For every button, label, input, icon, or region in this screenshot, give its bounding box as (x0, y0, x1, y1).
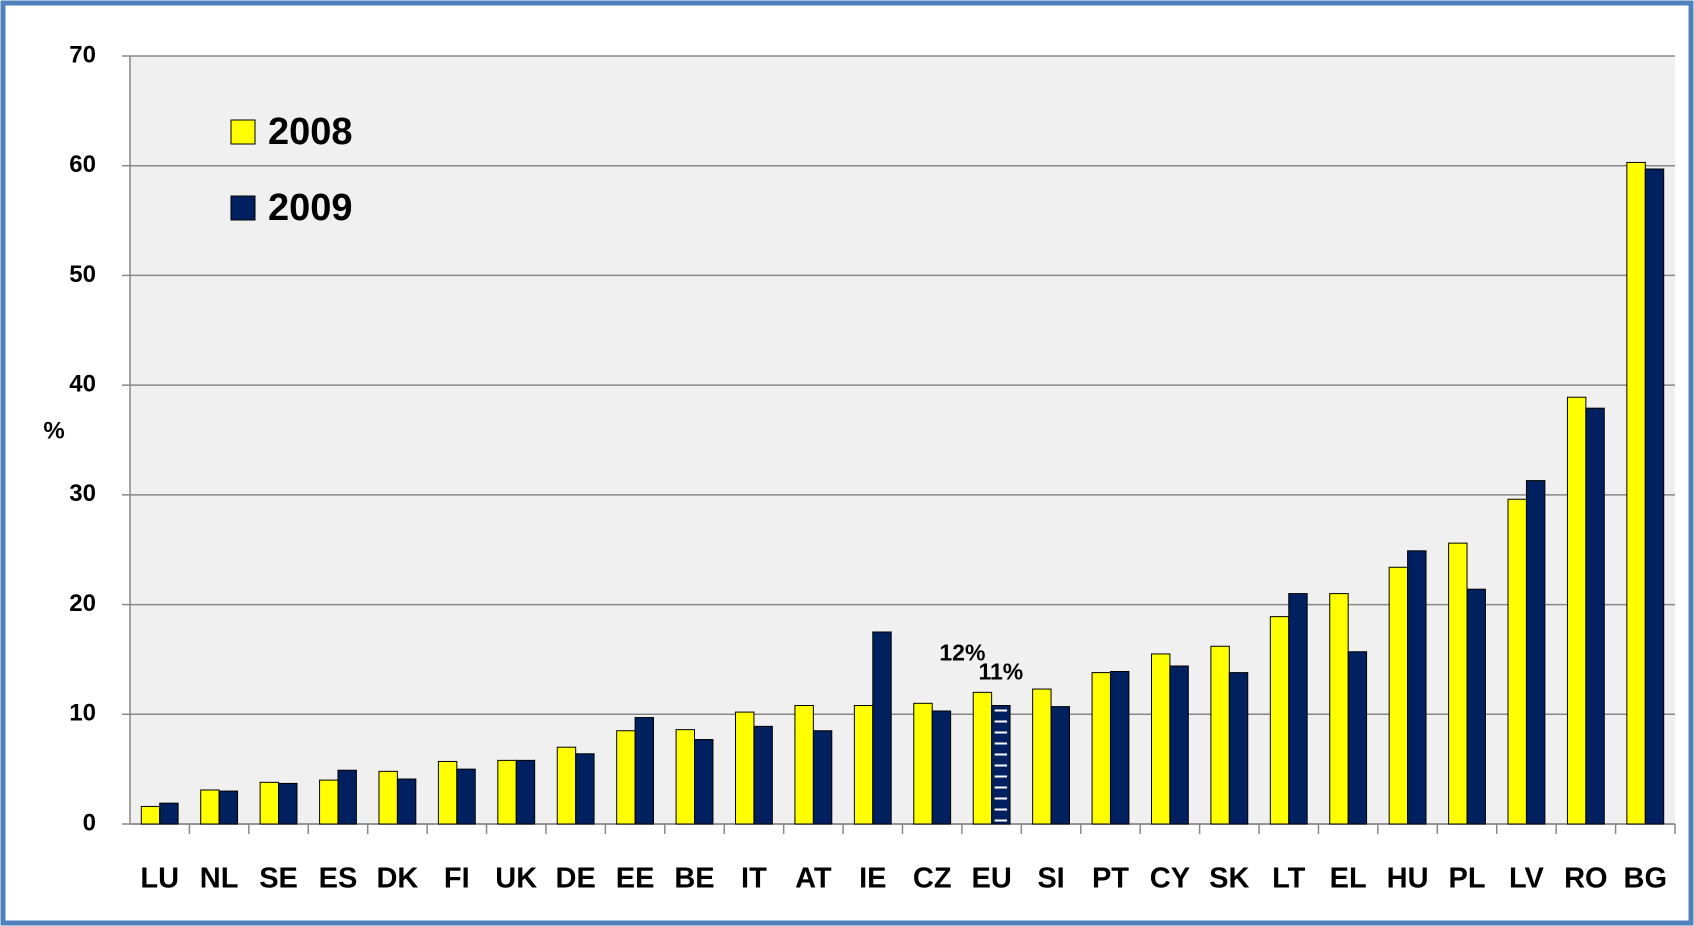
value-label: 11% (978, 659, 1023, 685)
x-tick-label: DK (376, 863, 418, 895)
x-tick-label: AT (795, 863, 832, 895)
bar (556, 746, 577, 825)
x-tick-label: CZ (913, 863, 952, 895)
bar (1169, 665, 1189, 825)
bar (437, 760, 458, 825)
bar (200, 789, 220, 825)
x-tick-label: IT (741, 863, 767, 895)
bar (1448, 542, 1468, 825)
x-tick-label: BE (674, 863, 714, 895)
x-tick-label: FI (444, 863, 470, 895)
x-tick-label: NL (200, 863, 239, 895)
bar (634, 717, 655, 825)
x-tick-label: LV (1509, 863, 1545, 895)
bar (1288, 593, 1308, 825)
x-tick-label: EU (971, 863, 1011, 895)
x-tick-label: SI (1037, 863, 1064, 895)
y-tick-label: 20 (69, 590, 96, 617)
y-tick-label: 10 (69, 700, 96, 727)
bar (735, 711, 755, 825)
bar (515, 759, 536, 825)
bar (396, 778, 417, 825)
bar (1626, 161, 1646, 825)
bar (1032, 688, 1052, 825)
bar (1347, 651, 1368, 825)
x-tick-label: LU (140, 863, 179, 895)
x-tick-label: PT (1092, 863, 1129, 895)
bar (337, 769, 357, 825)
x-tick-label: HU (1387, 863, 1429, 895)
bar (1525, 480, 1546, 825)
bar (378, 770, 398, 825)
plot-area (130, 56, 1675, 824)
bar (972, 691, 993, 825)
bar (853, 705, 874, 825)
bar (694, 739, 714, 825)
bar (218, 790, 239, 825)
x-tick-label: BG (1624, 863, 1668, 895)
bar (575, 753, 595, 825)
bar (753, 725, 773, 825)
bar (794, 705, 814, 825)
y-tick-label: 0 (83, 809, 96, 836)
bar (259, 781, 280, 825)
x-tick-label: UK (495, 863, 537, 895)
bar (1585, 407, 1605, 825)
bar (1269, 616, 1290, 825)
y-tick-label: 30 (69, 480, 96, 507)
bar (140, 805, 161, 825)
bar (319, 779, 339, 825)
y-tick-label: 40 (69, 370, 96, 397)
bar (1210, 645, 1230, 825)
bar (1566, 396, 1587, 825)
bar (1109, 670, 1130, 825)
bar (812, 730, 833, 825)
x-tick-label: IE (859, 863, 886, 895)
bar (456, 768, 476, 825)
x-tick-label: LT (1272, 863, 1306, 895)
x-tick-label: SE (259, 863, 298, 895)
bar (1644, 168, 1665, 825)
x-tick-label: RO (1564, 863, 1608, 895)
x-tick-label: DE (556, 863, 596, 895)
bar (913, 702, 933, 825)
legend-swatch (230, 195, 256, 221)
x-tick-label: CY (1150, 863, 1190, 895)
y-tick-label: 50 (69, 261, 96, 288)
bar (1091, 672, 1111, 825)
bar (278, 782, 298, 825)
bar (1150, 653, 1171, 825)
bar (1050, 706, 1070, 825)
bar (616, 730, 636, 825)
x-tick-label: ES (319, 863, 358, 895)
bar (497, 759, 517, 825)
bar (159, 802, 179, 825)
bar (1507, 498, 1527, 825)
value-label: 12% (939, 639, 985, 665)
bar (872, 631, 892, 825)
bar (931, 710, 952, 825)
x-tick-label: EL (1330, 863, 1367, 895)
legend-label: 2009 (268, 187, 353, 229)
bar (1228, 672, 1249, 825)
legend-swatch (230, 119, 256, 145)
bar (1329, 593, 1349, 825)
bar (1388, 566, 1409, 825)
x-tick-label: EE (616, 863, 655, 895)
x-tick-label: SK (1209, 863, 1249, 895)
bar (1407, 550, 1427, 825)
bar (1466, 588, 1486, 825)
y-axis-label: % (43, 417, 64, 444)
y-tick-label: 70 (69, 41, 96, 68)
bar (675, 729, 696, 825)
x-tick-label: PL (1448, 863, 1485, 895)
legend-label: 2008 (268, 111, 353, 153)
y-tick-label: 60 (69, 151, 96, 178)
